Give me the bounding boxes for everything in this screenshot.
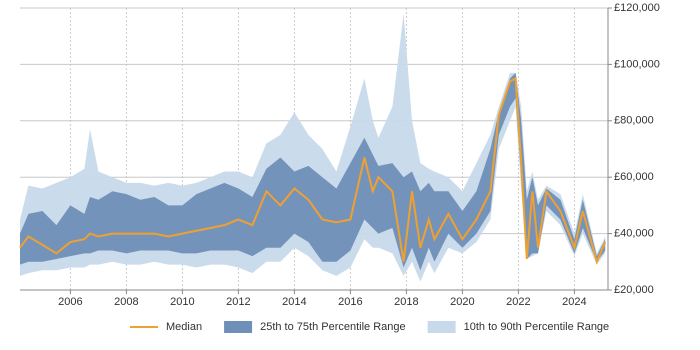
x-tick-label: 2008 [114,296,138,308]
legend-label: 25th to 75th Percentile Range [260,321,406,333]
x-tick-label: 2012 [226,296,250,308]
legend-label: Median [166,321,202,333]
range-band [20,72,606,271]
x-tick-label: 2020 [450,296,474,308]
x-tick-label: 2010 [170,296,194,308]
median-line [19,76,607,265]
x-tick-label: 2024 [562,296,586,308]
y-tick-label: £80,000 [614,115,654,127]
x-tick-label: 2016 [338,296,362,308]
y-tick-label: £40,000 [614,228,654,240]
y-tick-label: £20,000 [614,284,654,296]
y-tick-label: £120,000 [614,2,660,14]
y-tick-label: £100,000 [614,58,660,70]
legend-swatch [427,321,456,333]
x-tick-label: 2018 [394,296,418,308]
y-tick-label: £60,000 [614,171,654,183]
x-tick-label: 2022 [506,296,530,308]
legend-swatch [224,321,253,333]
x-tick-label: 2006 [58,296,82,308]
legend-label: 10th to 90th Percentile Range [464,321,610,333]
x-tick-label: 2014 [282,296,306,308]
